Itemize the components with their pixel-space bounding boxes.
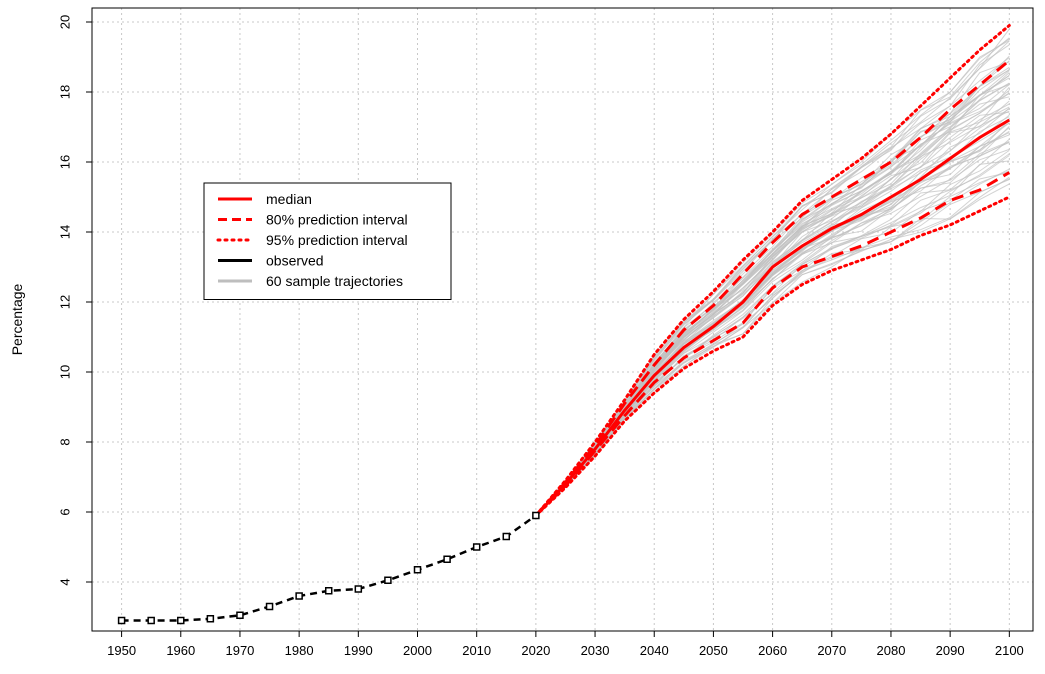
- observed-point: [502, 532, 511, 541]
- grid: [92, 8, 1033, 631]
- x-tick-label: 2020: [521, 643, 550, 658]
- legend-label: 80% prediction interval: [266, 212, 408, 228]
- y-tick-label: 12: [57, 295, 72, 309]
- x-tick-label: 2100: [995, 643, 1024, 658]
- y-tick-label: 20: [57, 15, 72, 29]
- series-layer: [117, 24, 1011, 625]
- observed-point: [147, 616, 155, 625]
- x-tick-label: 1970: [225, 643, 254, 658]
- axes: 1950 1960 1970 1980 1990 2000 2010 2020 2030 2040…: [57, 15, 1023, 658]
- y-tick-label: 6: [57, 508, 72, 515]
- pi95-upper-line: [534, 24, 1011, 517]
- observed-point: [117, 616, 126, 625]
- x-tick-label: 2070: [817, 643, 846, 658]
- observed-point: [384, 576, 392, 584]
- x-tick-label: 1990: [344, 643, 373, 658]
- legend-label: median: [266, 191, 312, 207]
- y-tick-label: 16: [57, 155, 72, 169]
- y-tick-label: 18: [57, 85, 72, 99]
- observed-point: [413, 566, 422, 574]
- x-tick-label: 2010: [462, 643, 491, 658]
- x-tick-label: 1950: [107, 643, 136, 658]
- y-tick-label: 10: [57, 365, 72, 379]
- observed-point: [324, 587, 333, 595]
- x-tick-label: 2030: [581, 643, 610, 658]
- x-tick-label: 2050: [699, 643, 728, 658]
- y-tick-label: 14: [57, 225, 72, 239]
- x-tick-label: 2000: [403, 643, 432, 658]
- legend: median 80% prediction interval 95% predict…: [203, 182, 452, 300]
- observed-point: [295, 592, 303, 600]
- y-tick-label: 8: [57, 438, 72, 445]
- sample-trajectory: [535, 179, 1010, 516]
- observed-point: [236, 611, 244, 619]
- observed-point: [206, 615, 215, 623]
- y-tick-label: 4: [57, 578, 72, 585]
- observed-point: [443, 555, 451, 563]
- observed-point: [177, 616, 185, 625]
- median-line: [534, 118, 1011, 517]
- plot-frame: [91, 7, 1034, 632]
- pi95-lower-line: [534, 195, 1011, 517]
- observed-point: [354, 585, 363, 593]
- x-tick-label: 1960: [166, 643, 195, 658]
- y-axis-title: Percentage: [9, 283, 25, 355]
- legend-label: 60 sample trajectories: [266, 273, 403, 289]
- pi80-upper-line: [534, 59, 1011, 517]
- observed-point: [265, 602, 274, 611]
- x-tick-label: 2090: [936, 643, 965, 658]
- observed-point: [532, 511, 540, 520]
- pi80-lower-line: [534, 171, 1011, 517]
- observed-line: [121, 514, 537, 622]
- x-tick-label: 1980: [285, 643, 314, 658]
- legend-label: 95% prediction interval: [266, 232, 408, 248]
- x-tick-label: 2080: [877, 643, 906, 658]
- observed-point: [472, 543, 481, 551]
- x-tick-label: 2060: [758, 643, 787, 658]
- legend-label: observed: [266, 253, 324, 269]
- x-tick-label: 2040: [640, 643, 669, 658]
